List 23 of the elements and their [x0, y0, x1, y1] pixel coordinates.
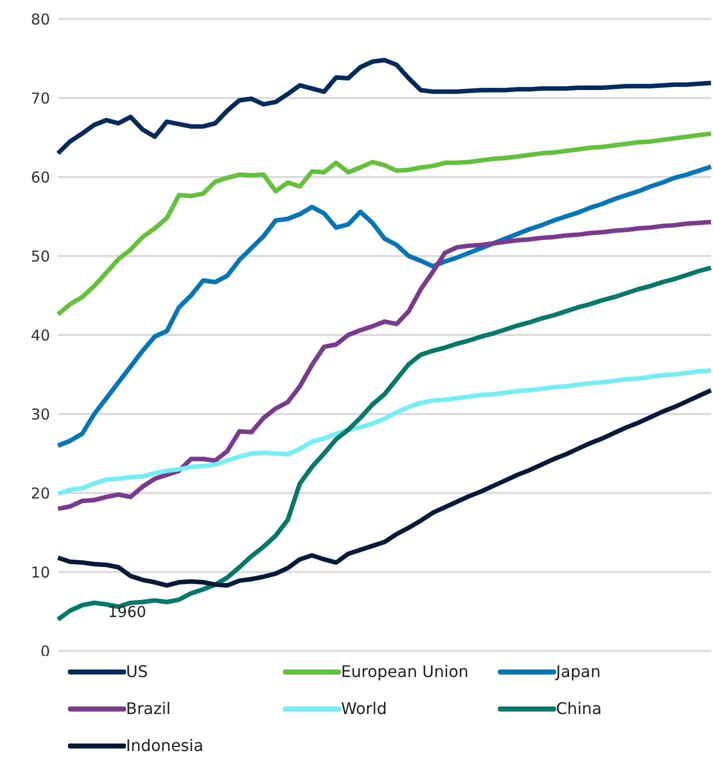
line-series — [56, 164, 713, 448]
y-tick-label: 10 — [30, 563, 50, 582]
line-series — [56, 131, 713, 317]
legend-label: World — [341, 699, 387, 718]
line-series — [56, 266, 713, 622]
y-tick-label: 30 — [30, 405, 50, 424]
y-tick-label: 40 — [30, 326, 50, 344]
legend-label: China — [556, 699, 602, 718]
line-series — [56, 388, 713, 588]
y-tick-label: 70 — [30, 89, 50, 108]
legend-label: Indonesia — [126, 736, 204, 755]
legend-label: European Union — [341, 662, 469, 681]
line-series — [56, 368, 713, 496]
y-tick-label: 60 — [30, 168, 50, 186]
line-series — [56, 58, 713, 156]
legend-label: US — [126, 662, 148, 681]
y-tick-label: 80 — [30, 10, 50, 28]
annotation: 1960 — [108, 603, 146, 621]
y-tick-label: 50 — [30, 247, 50, 266]
line-series — [56, 220, 713, 512]
legend-label: Brazil — [126, 699, 171, 718]
legend-label: Japan — [556, 662, 601, 681]
y-tick-label: 20 — [30, 484, 50, 502]
